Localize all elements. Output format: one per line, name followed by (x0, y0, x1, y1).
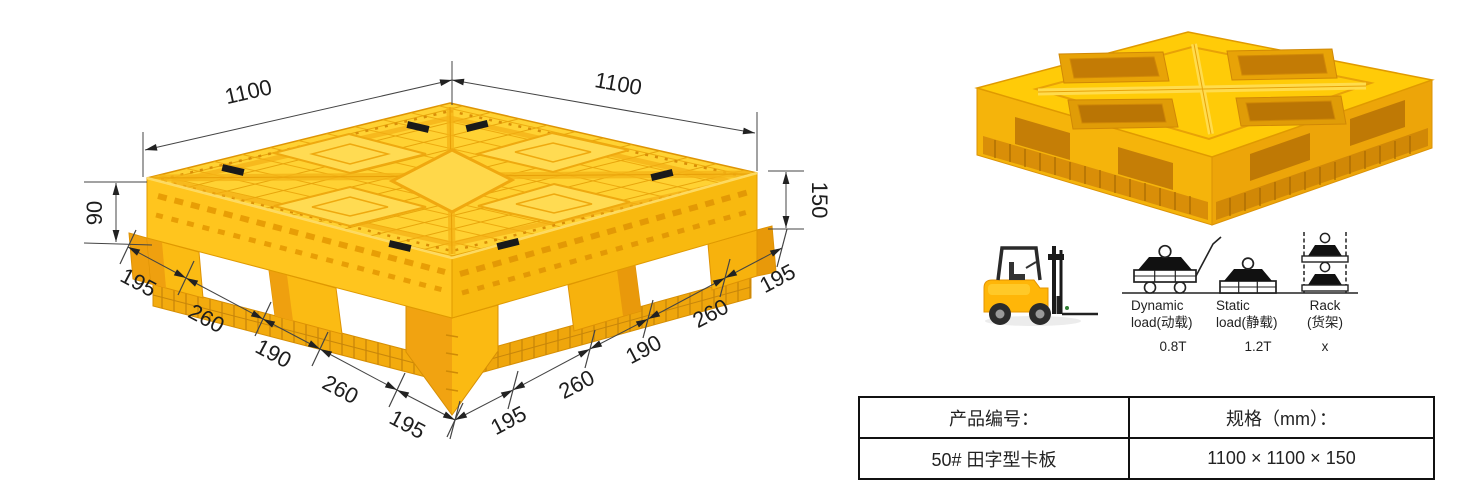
photo-left-face-detail (983, 117, 1208, 220)
load-label-line2: load(动载) (1131, 315, 1193, 330)
spec-table: 产品编号： 规格（mm）： 50# 田字型卡板 1100 × 1100 × 15… (858, 396, 1435, 480)
spec-value-size: 1100 × 1100 × 150 (1128, 437, 1435, 480)
chain-left-label: 260 (318, 370, 362, 409)
static-load-icon (1219, 257, 1277, 294)
load-label-line1: Rack (1309, 298, 1341, 313)
dimension-annotations (83, 61, 804, 440)
load-value: x (1321, 339, 1329, 354)
rack-load-label: Rack (货架) x (1298, 297, 1352, 355)
forklift-icon (983, 246, 1098, 326)
dim-label-height-left: 90 (82, 201, 107, 225)
load-label-line2: (货架) (1307, 315, 1343, 330)
pallet-isometric-body (128, 102, 777, 416)
chain-right-label: 260 (554, 365, 598, 404)
load-capacity-icons (1122, 232, 1358, 294)
load-value: 1.2T (1244, 339, 1272, 354)
load-label-line2: load(静载) (1216, 315, 1278, 330)
dynamic-load-icon (1133, 236, 1222, 294)
load-label-line1: Dynamic (1131, 298, 1184, 313)
static-load-label: Static load(静载) 1.2T (1216, 297, 1300, 355)
spec-header-size: 规格（mm）： (1128, 396, 1435, 439)
load-value: 0.8T (1159, 339, 1187, 354)
photo-right-face-detail (1216, 100, 1428, 220)
chain-ticks-right (449, 228, 788, 440)
dynamic-load-label: Dynamic load(动载) 0.8T (1131, 297, 1215, 355)
chain-right-label: 195 (486, 401, 530, 440)
dim-label-height-right: 150 (807, 182, 832, 219)
spec-value-product-no: 50# 田字型卡板 (858, 437, 1130, 480)
pallet-technical-drawing: 1100 1100 90 150 195 260 190 260 195 195… (82, 61, 832, 444)
chain-right-label: 190 (621, 330, 665, 369)
spec-table-header-row: 产品编号： 规格（mm）： (858, 396, 1435, 439)
spec-header-product-no: 产品编号： (858, 396, 1130, 439)
spec-table-data-row: 50# 田字型卡板 1100 × 1100 × 150 (858, 437, 1435, 480)
rack-load-icon (1301, 232, 1349, 293)
dim-label-top-left: 1100 (223, 74, 275, 109)
dim-label-top-right: 1100 (593, 67, 644, 100)
chain-left-label: 195 (385, 405, 429, 444)
pallet-photo (974, 31, 1435, 226)
load-label-line1: Static (1216, 298, 1250, 313)
photo-pallet-holes (1058, 48, 1347, 130)
